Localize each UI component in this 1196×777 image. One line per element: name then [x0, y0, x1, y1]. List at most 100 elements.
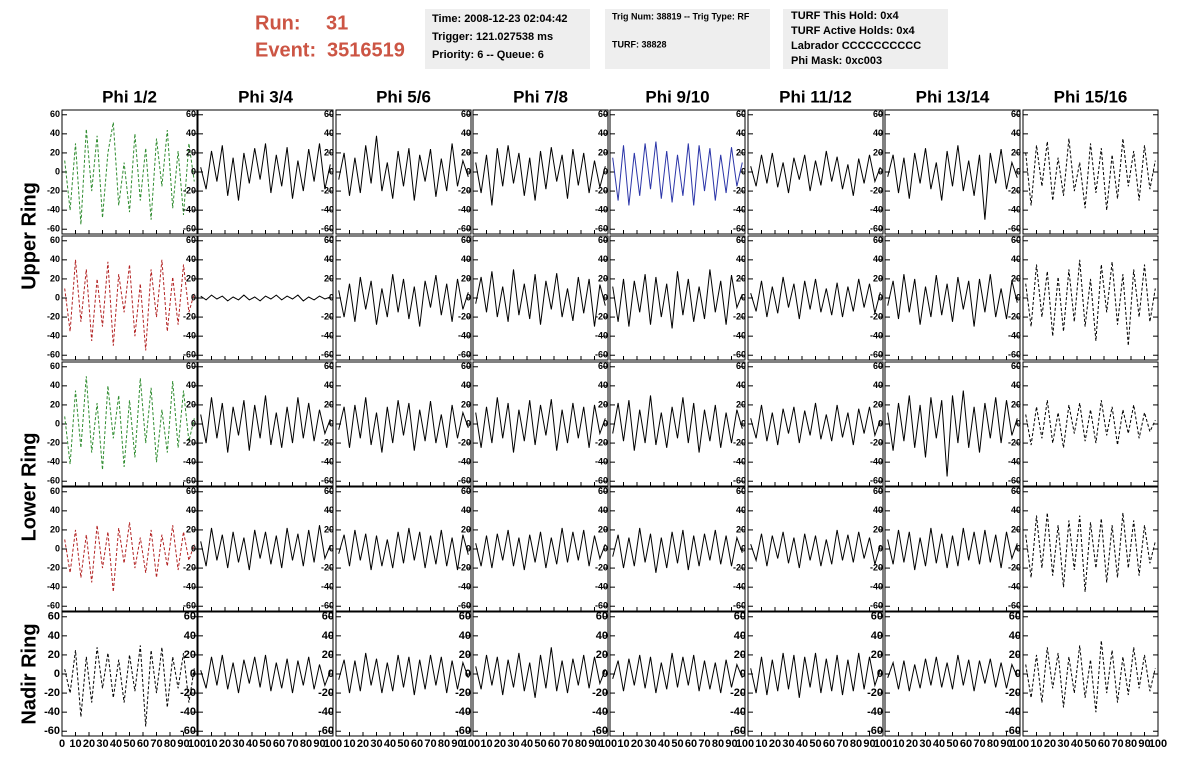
panel — [747, 361, 884, 487]
y-tick-label: -40 — [47, 582, 60, 592]
y-tick-label: 20 — [598, 147, 608, 157]
y-tick-label: 20 — [324, 147, 334, 157]
waveform — [750, 529, 881, 569]
y-tick-label: 60 — [873, 109, 883, 119]
y-tick-label: 0 — [466, 543, 471, 553]
y-tick-label: 40 — [50, 254, 60, 264]
y-tick-label: 60 — [1011, 109, 1021, 119]
y-tick-label: -20 — [47, 311, 60, 321]
y-tick-label: 0 — [329, 543, 334, 553]
y-tick-label: 60 — [873, 235, 883, 245]
y-tick-label: -40 — [44, 706, 60, 718]
x-tick-label: 80 — [1125, 738, 1137, 750]
y-tick-label: 40 — [736, 128, 746, 138]
y-tick-label: -60 — [44, 725, 60, 737]
y-tick-label: 0 — [741, 292, 746, 302]
x-tick-label: 50 — [809, 738, 821, 750]
panel — [747, 109, 884, 235]
x-tick-label: 30 — [96, 738, 108, 750]
y-tick-label: -20 — [867, 687, 883, 699]
waveform — [200, 143, 331, 201]
x-tick-label: 30 — [507, 738, 519, 750]
x-tick-label: 90 — [725, 738, 737, 750]
x-tick-label: 10 — [892, 738, 904, 750]
y-tick-label: -60 — [180, 725, 196, 737]
y-tick-label: 40 — [736, 380, 746, 390]
y-tick-label: -60 — [47, 224, 60, 234]
y-tick-label: -60 — [321, 224, 334, 234]
y-tick-label: 20 — [736, 524, 746, 534]
y-tick-label: 20 — [873, 147, 883, 157]
y-tick-label: 20 — [1011, 147, 1021, 157]
y-tick-label: -60 — [1008, 350, 1021, 360]
y-tick-label: -40 — [458, 331, 471, 341]
x-tick-label: 100 — [599, 738, 617, 750]
y-tick-label: 40 — [186, 254, 196, 264]
y-tick-label: 0 — [603, 543, 608, 553]
y-tick-label: -60 — [595, 224, 608, 234]
x-tick-label: 10 — [69, 738, 81, 750]
y-tick-label: 20 — [871, 649, 883, 661]
y-tick-label: 20 — [736, 273, 746, 283]
panel — [1022, 361, 1159, 487]
panel — [335, 361, 472, 487]
y-tick-label: 60 — [1011, 361, 1021, 371]
y-tick-label: 40 — [1011, 380, 1021, 390]
waveform — [200, 395, 331, 453]
x-tick-label: 40 — [658, 738, 670, 750]
y-tick-label: 0 — [55, 166, 60, 176]
y-tick-label: -20 — [870, 311, 883, 321]
y-tick-label: 20 — [186, 147, 196, 157]
y-tick-label: -20 — [458, 437, 471, 447]
waveform — [612, 527, 743, 573]
waveform — [338, 135, 469, 201]
x-tick-label: 60 — [823, 738, 835, 750]
row-label: Upper Ring — [18, 182, 40, 290]
waveform — [1025, 512, 1156, 592]
column-title: Phi 3/4 — [238, 87, 293, 106]
y-tick-label: -60 — [733, 224, 746, 234]
panel — [747, 611, 884, 737]
x-tick-label: 90 — [451, 738, 463, 750]
x-tick-label: 40 — [933, 738, 945, 750]
y-tick-label: 40 — [736, 254, 746, 264]
y-tick-label: 20 — [873, 524, 883, 534]
y-tick-label: 20 — [186, 524, 196, 534]
x-tick-label: 40 — [110, 738, 122, 750]
y-tick-label: 20 — [1011, 273, 1021, 283]
panel — [884, 361, 1021, 487]
y-tick-label: 0 — [1016, 543, 1021, 553]
y-tick-label: 20 — [461, 273, 471, 283]
y-tick-label: -20 — [1008, 185, 1021, 195]
y-tick-label: -60 — [870, 601, 883, 611]
info-line: Priority: 6 -- Queue: 6 — [432, 49, 544, 61]
x-tick-label: 20 — [631, 738, 643, 750]
y-tick-label: -20 — [44, 687, 60, 699]
y-tick-label: -40 — [183, 582, 196, 592]
y-tick-label: 20 — [459, 649, 471, 661]
x-tick-label: 100 — [1011, 738, 1029, 750]
y-tick-label: -60 — [1008, 224, 1021, 234]
y-tick-label: -20 — [733, 562, 746, 572]
y-tick-label: 20 — [186, 399, 196, 409]
column-title: Phi 9/10 — [645, 87, 709, 106]
x-tick-label: 100 — [188, 738, 206, 750]
y-tick-label: 60 — [50, 361, 60, 371]
panel — [609, 611, 746, 737]
y-tick-label: 60 — [324, 361, 334, 371]
y-tick-label: 0 — [465, 668, 471, 680]
x-tick-label: 30 — [1057, 738, 1069, 750]
y-tick-label: -40 — [595, 331, 608, 341]
y-tick-label: 20 — [50, 273, 60, 283]
y-tick-label: 20 — [322, 649, 334, 661]
y-tick-label: 40 — [324, 128, 334, 138]
x-tick-label: 80 — [850, 738, 862, 750]
y-tick-label: -60 — [321, 476, 334, 486]
y-tick-label: -60 — [47, 476, 60, 486]
x-tick-label: 50 — [397, 738, 409, 750]
y-tick-label: 40 — [186, 505, 196, 515]
y-tick-label: -60 — [458, 601, 471, 611]
y-tick-label: -20 — [321, 185, 334, 195]
waveform — [475, 397, 606, 453]
